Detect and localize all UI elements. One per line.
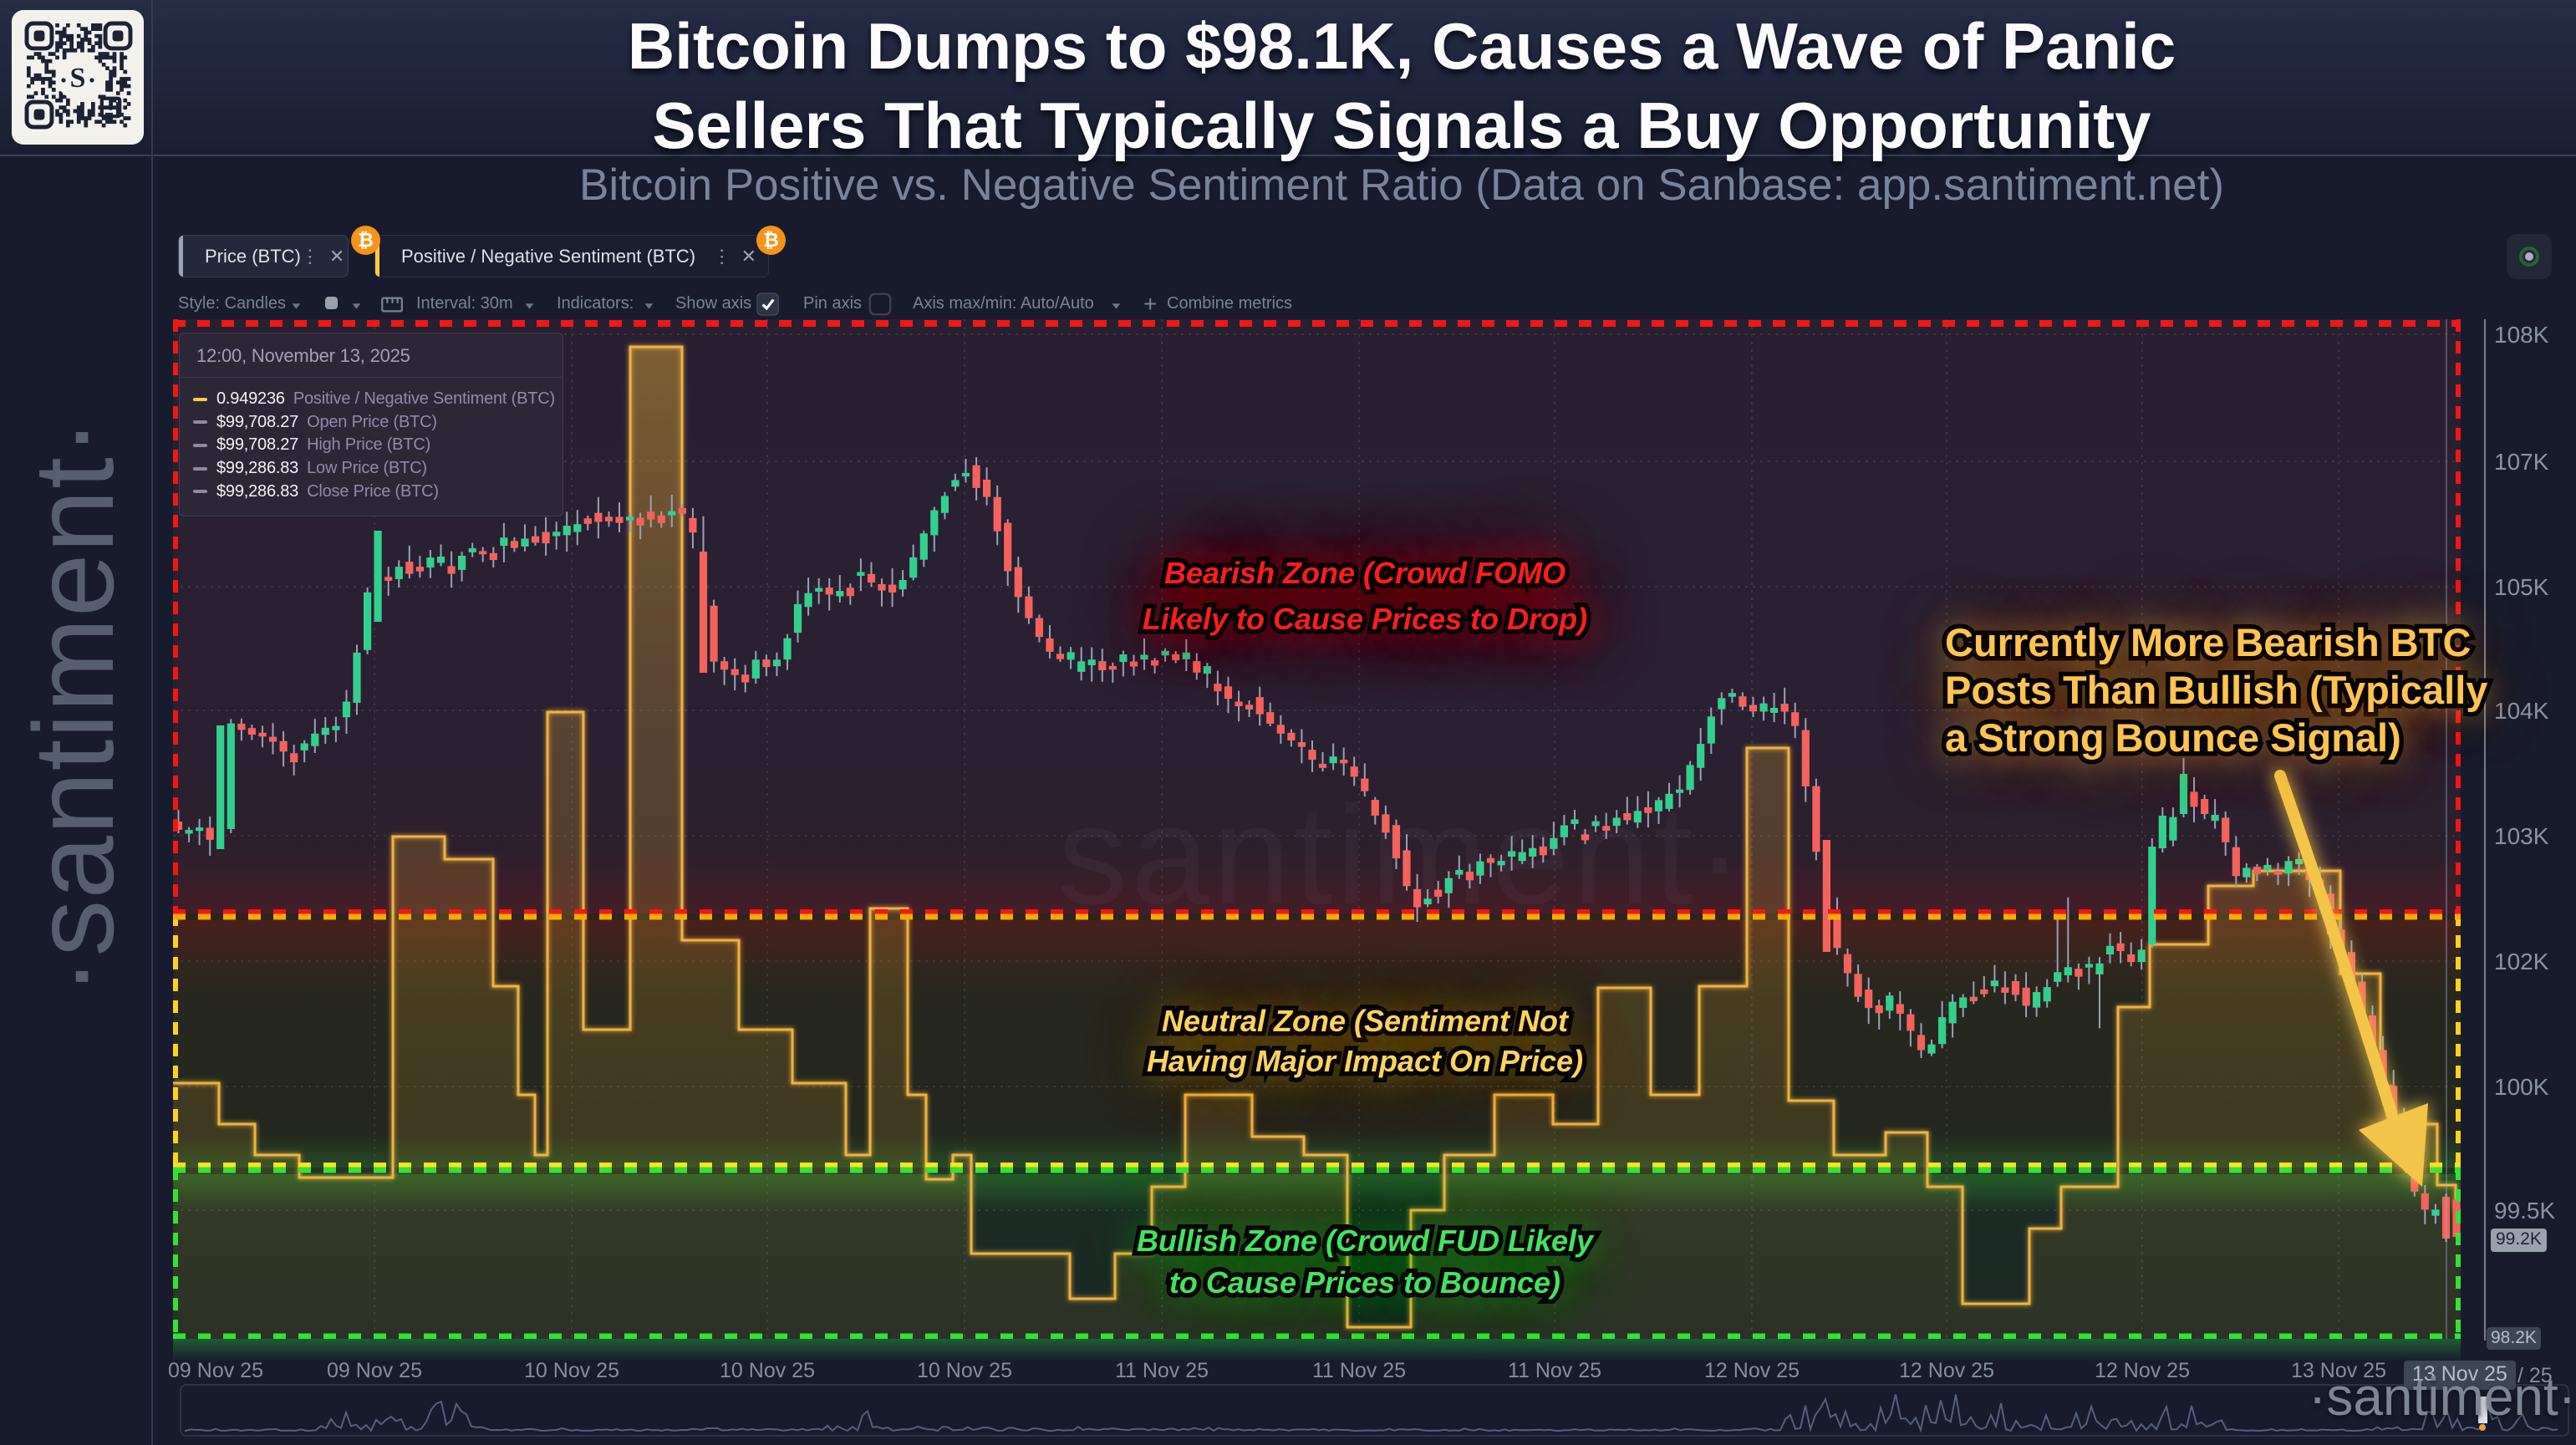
svg-text:S: S: [70, 63, 86, 94]
